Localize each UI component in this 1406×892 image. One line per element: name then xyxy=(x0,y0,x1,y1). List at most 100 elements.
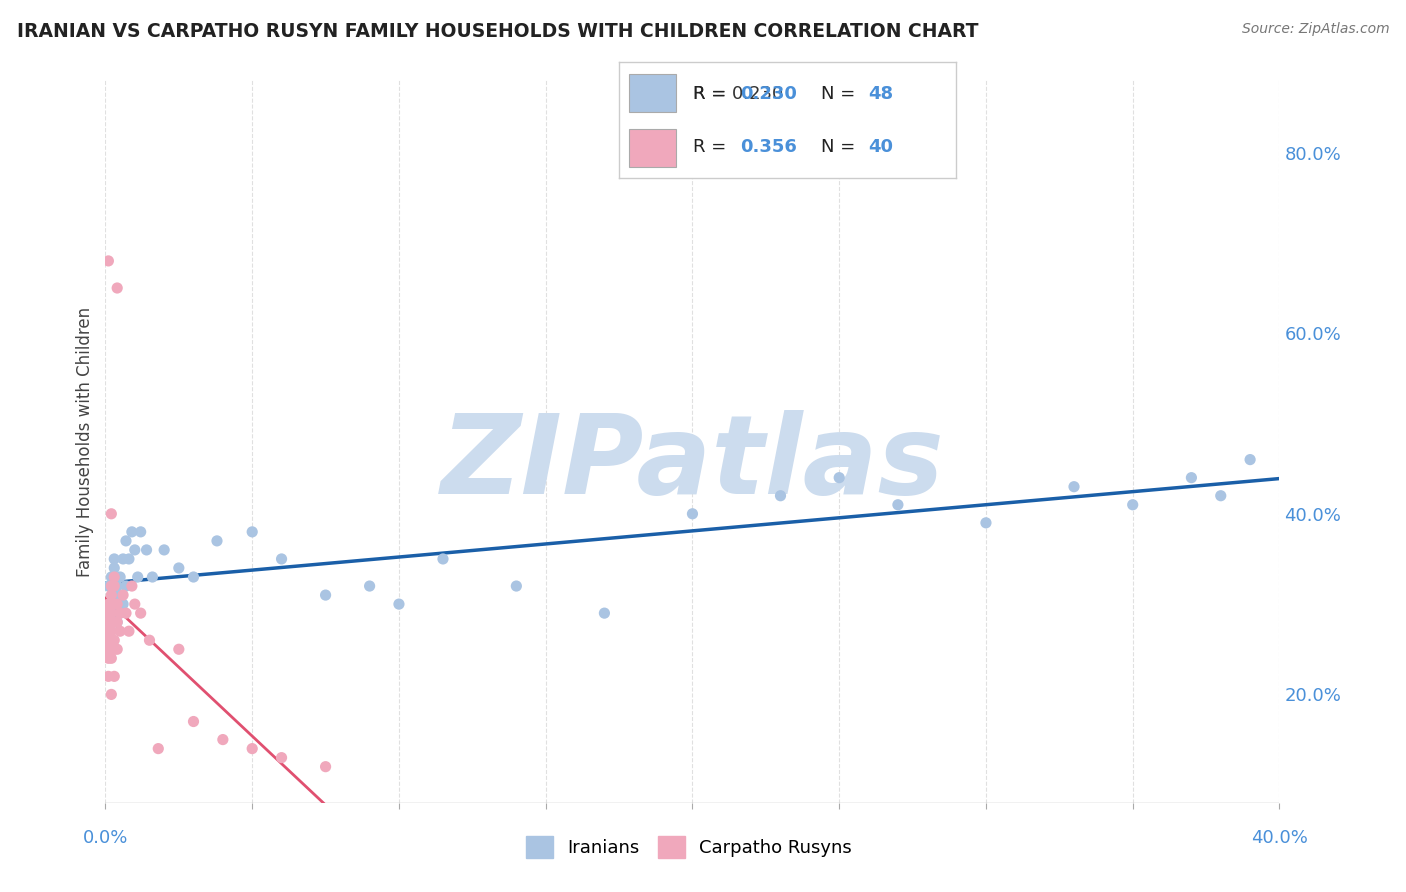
Point xyxy=(100,624,122,639)
Point xyxy=(112,597,135,611)
Point xyxy=(127,570,149,584)
Point xyxy=(103,570,125,584)
Point xyxy=(270,750,292,764)
Point xyxy=(828,471,851,485)
Point xyxy=(100,687,122,701)
Point xyxy=(682,507,704,521)
Text: 40: 40 xyxy=(869,138,893,156)
Point xyxy=(108,606,131,620)
Point xyxy=(100,642,122,657)
Point xyxy=(167,642,190,657)
Point xyxy=(769,489,792,503)
Text: ZIPatlas: ZIPatlas xyxy=(440,409,945,516)
Point xyxy=(97,633,120,648)
Point xyxy=(505,579,527,593)
Point xyxy=(148,741,170,756)
Point xyxy=(103,579,125,593)
Point xyxy=(100,579,122,593)
Point xyxy=(593,606,616,620)
Point xyxy=(108,570,131,584)
Point xyxy=(108,606,131,620)
Text: 48: 48 xyxy=(869,85,893,103)
Point xyxy=(270,552,292,566)
Point xyxy=(183,570,205,584)
Point xyxy=(974,516,997,530)
Text: N =: N = xyxy=(821,138,860,156)
Point xyxy=(100,633,122,648)
Point xyxy=(359,579,381,593)
Text: R =: R = xyxy=(693,85,733,103)
Point xyxy=(115,579,138,593)
FancyBboxPatch shape xyxy=(628,128,676,167)
Point xyxy=(240,741,263,756)
Point xyxy=(97,669,120,683)
Point xyxy=(97,597,120,611)
Point xyxy=(105,597,128,611)
Point xyxy=(121,524,143,539)
Point xyxy=(103,633,125,648)
Point xyxy=(138,633,160,648)
Point xyxy=(124,542,146,557)
Point xyxy=(121,579,143,593)
Point xyxy=(205,533,228,548)
Point xyxy=(112,588,135,602)
Point xyxy=(100,606,122,620)
Text: 0.230: 0.230 xyxy=(740,85,797,103)
Text: R = 0.230: R = 0.230 xyxy=(693,85,783,103)
Point xyxy=(115,533,138,548)
Text: R =: R = xyxy=(693,138,733,156)
Point xyxy=(100,615,122,630)
Point xyxy=(97,651,120,665)
Point xyxy=(105,597,128,611)
Point xyxy=(108,588,131,602)
Point xyxy=(388,597,411,611)
Point xyxy=(103,642,125,657)
Point xyxy=(103,552,125,566)
Point xyxy=(97,606,120,620)
Point xyxy=(129,524,152,539)
Point xyxy=(105,615,128,630)
Text: 40.0%: 40.0% xyxy=(1251,829,1308,847)
Point xyxy=(97,253,120,268)
Point xyxy=(103,615,125,630)
Point xyxy=(97,606,120,620)
Text: N =: N = xyxy=(821,85,860,103)
Point xyxy=(100,507,122,521)
Point xyxy=(108,624,131,639)
Point xyxy=(118,624,141,639)
Point xyxy=(103,597,125,611)
Point xyxy=(105,281,128,295)
Point xyxy=(124,597,146,611)
Point xyxy=(100,588,122,602)
Point xyxy=(1180,471,1202,485)
Text: 0.356: 0.356 xyxy=(740,138,797,156)
Point xyxy=(240,524,263,539)
Point xyxy=(97,615,120,630)
FancyBboxPatch shape xyxy=(628,74,676,112)
Legend: Iranians, Carpatho Rusyns: Iranians, Carpatho Rusyns xyxy=(519,829,859,865)
Point xyxy=(1209,489,1232,503)
Point xyxy=(115,606,138,620)
Point xyxy=(105,579,128,593)
Point xyxy=(1063,480,1085,494)
Point xyxy=(1239,452,1261,467)
Point xyxy=(887,498,910,512)
Point xyxy=(103,561,125,575)
Point xyxy=(315,588,337,602)
Point xyxy=(211,732,233,747)
Point xyxy=(105,642,128,657)
Point xyxy=(103,606,125,620)
Point xyxy=(135,542,157,557)
Point xyxy=(103,669,125,683)
Point xyxy=(97,642,120,657)
Point xyxy=(97,624,120,639)
Point xyxy=(103,588,125,602)
Point xyxy=(118,552,141,566)
Point xyxy=(432,552,454,566)
Point xyxy=(105,615,128,630)
Point xyxy=(153,542,176,557)
Point xyxy=(100,570,122,584)
Point xyxy=(97,579,120,593)
Point xyxy=(183,714,205,729)
Point xyxy=(129,606,152,620)
